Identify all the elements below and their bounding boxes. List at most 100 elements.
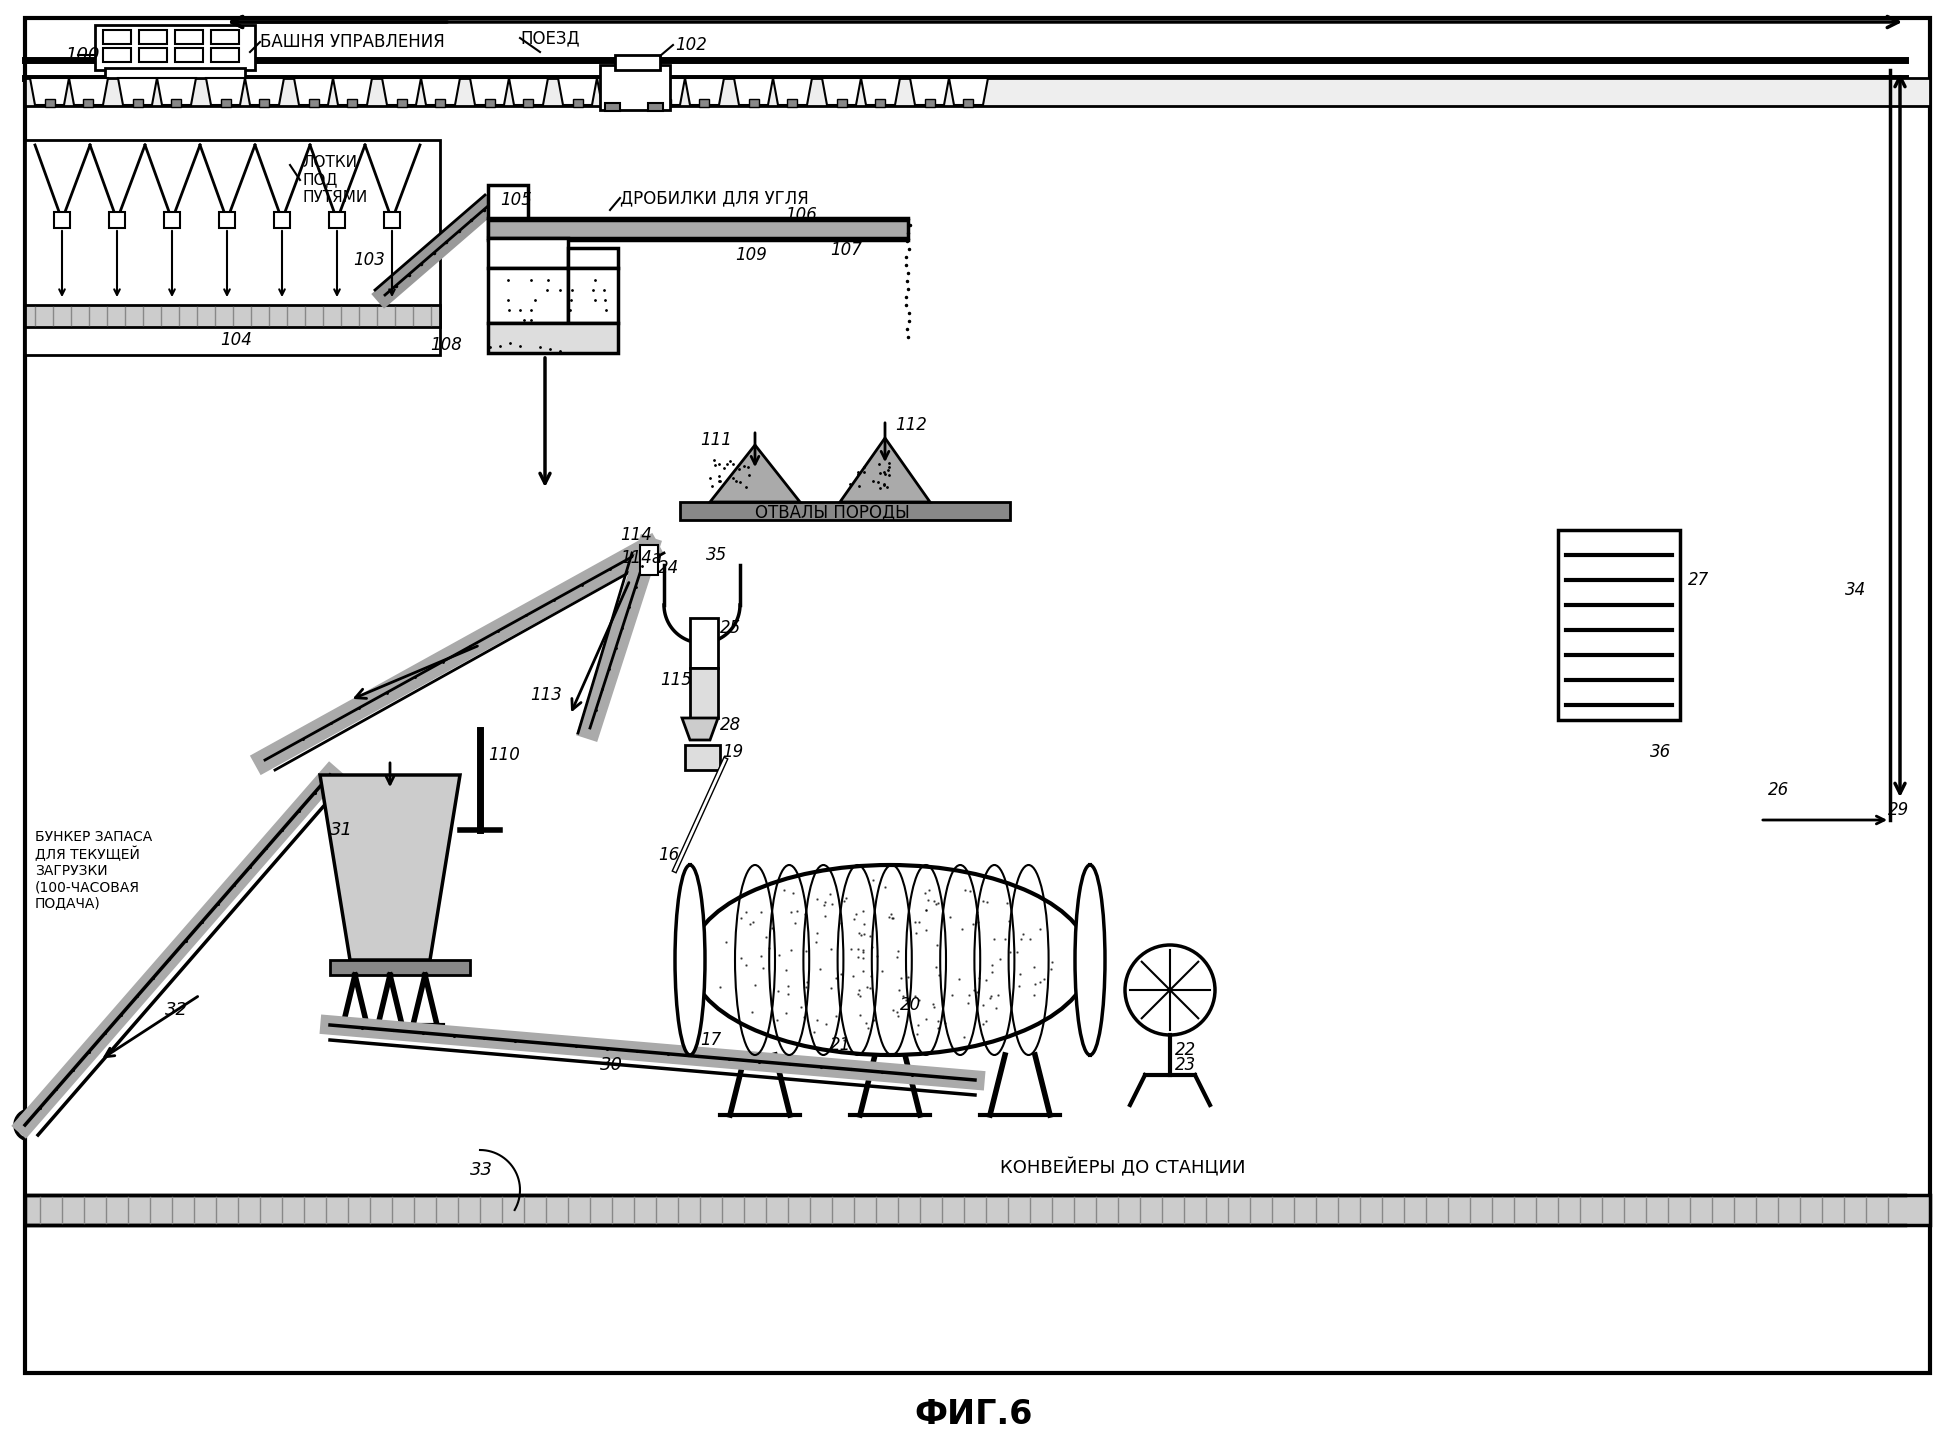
Text: 103: 103 — [353, 251, 386, 269]
Polygon shape — [469, 78, 547, 105]
Bar — [489, 239, 569, 267]
Bar — [220, 99, 232, 106]
Bar — [310, 99, 319, 106]
Bar — [489, 220, 908, 239]
Bar — [105, 68, 245, 88]
Bar — [616, 55, 660, 70]
Text: 26: 26 — [1769, 780, 1790, 799]
Text: 109: 109 — [734, 246, 768, 264]
Text: 29: 29 — [1888, 800, 1909, 819]
Bar — [649, 103, 662, 111]
Polygon shape — [647, 78, 725, 105]
Polygon shape — [822, 78, 900, 105]
Text: 106: 106 — [785, 205, 816, 224]
Bar — [109, 213, 125, 228]
Polygon shape — [910, 78, 988, 105]
Text: 110: 110 — [489, 746, 520, 764]
Bar — [660, 99, 670, 106]
Text: 36: 36 — [1650, 743, 1671, 762]
Polygon shape — [29, 78, 107, 105]
Bar — [875, 99, 884, 106]
Bar — [397, 99, 407, 106]
Bar — [606, 103, 619, 111]
Bar — [489, 185, 528, 236]
Text: 102: 102 — [676, 36, 707, 55]
Bar — [210, 47, 240, 62]
Bar — [569, 267, 618, 323]
Text: 104: 104 — [220, 331, 251, 349]
Text: 108: 108 — [431, 336, 462, 354]
Text: 107: 107 — [830, 241, 861, 259]
Text: БУНКЕР ЗАПАСА
ДЛЯ ТЕКУЩЕЙ
ЗАГРУЗКИ
(100-ЧАСОВАЯ
ПОДАЧА): БУНКЕР ЗАПАСА ДЛЯ ТЕКУЩЕЙ ЗАГРУЗКИ (100-… — [35, 829, 152, 910]
Polygon shape — [709, 445, 801, 502]
Polygon shape — [206, 78, 284, 105]
Bar — [25, 1196, 1930, 1224]
Text: 30: 30 — [600, 1056, 623, 1073]
Text: 27: 27 — [1689, 570, 1708, 589]
Text: 114: 114 — [619, 526, 653, 545]
Text: 18: 18 — [680, 951, 701, 969]
Text: ФИГ.6: ФИГ.6 — [916, 1398, 1032, 1431]
Bar — [259, 99, 269, 106]
Polygon shape — [557, 78, 635, 105]
Text: 35: 35 — [705, 546, 727, 563]
Bar — [573, 99, 582, 106]
Bar — [103, 30, 131, 45]
Text: 114a: 114a — [619, 549, 662, 568]
Polygon shape — [382, 78, 460, 105]
Bar — [522, 99, 534, 106]
Text: ЛОТКИ
ПОД
ПУТЯМИ: ЛОТКИ ПОД ПУТЯМИ — [302, 155, 368, 205]
Text: БАШНЯ УПРАВЛЕНИЯ: БАШНЯ УПРАВЛЕНИЯ — [259, 33, 444, 50]
Bar — [164, 213, 179, 228]
Polygon shape — [119, 78, 197, 105]
Bar — [962, 99, 972, 106]
Bar — [1558, 530, 1679, 720]
Text: 32: 32 — [166, 1002, 189, 1019]
Polygon shape — [294, 78, 372, 105]
Bar — [103, 47, 131, 62]
Bar — [686, 744, 721, 770]
Bar — [210, 30, 240, 45]
Bar — [434, 99, 444, 106]
Bar — [690, 668, 719, 718]
Bar — [787, 99, 797, 106]
Text: 100: 100 — [64, 46, 99, 65]
Bar — [275, 213, 290, 228]
Bar — [384, 213, 399, 228]
Text: 28: 28 — [721, 716, 742, 734]
Text: 19: 19 — [723, 743, 744, 762]
Text: 105: 105 — [501, 191, 532, 208]
Bar — [569, 249, 618, 267]
Ellipse shape — [1075, 865, 1105, 1055]
Text: 21: 21 — [830, 1036, 851, 1053]
Text: 24: 24 — [658, 559, 680, 578]
Ellipse shape — [676, 865, 705, 1055]
Text: 31: 31 — [329, 821, 353, 839]
Bar — [171, 99, 181, 106]
Bar — [84, 99, 94, 106]
Bar — [138, 47, 168, 62]
Bar — [489, 323, 618, 354]
Bar — [838, 99, 847, 106]
Bar — [690, 618, 719, 668]
Bar — [95, 24, 255, 70]
Polygon shape — [319, 775, 460, 960]
Bar — [218, 213, 236, 228]
Bar — [175, 47, 203, 62]
Bar — [132, 99, 142, 106]
Text: 112: 112 — [894, 415, 927, 434]
Bar — [25, 78, 1930, 106]
Text: ДРОБИЛКИ ДЛЯ УГЛЯ: ДРОБИЛКИ ДЛЯ УГЛЯ — [619, 190, 808, 207]
Text: 22: 22 — [1175, 1040, 1196, 1059]
Text: 20: 20 — [900, 996, 921, 1015]
Bar — [55, 213, 70, 228]
Text: 115: 115 — [660, 671, 692, 688]
Bar — [612, 99, 621, 106]
Bar — [600, 65, 670, 111]
Bar — [748, 99, 760, 106]
Bar — [347, 99, 356, 106]
Bar — [699, 99, 709, 106]
Polygon shape — [734, 78, 812, 105]
Text: ПОЕЗД: ПОЕЗД — [520, 29, 581, 47]
Bar — [138, 30, 168, 45]
